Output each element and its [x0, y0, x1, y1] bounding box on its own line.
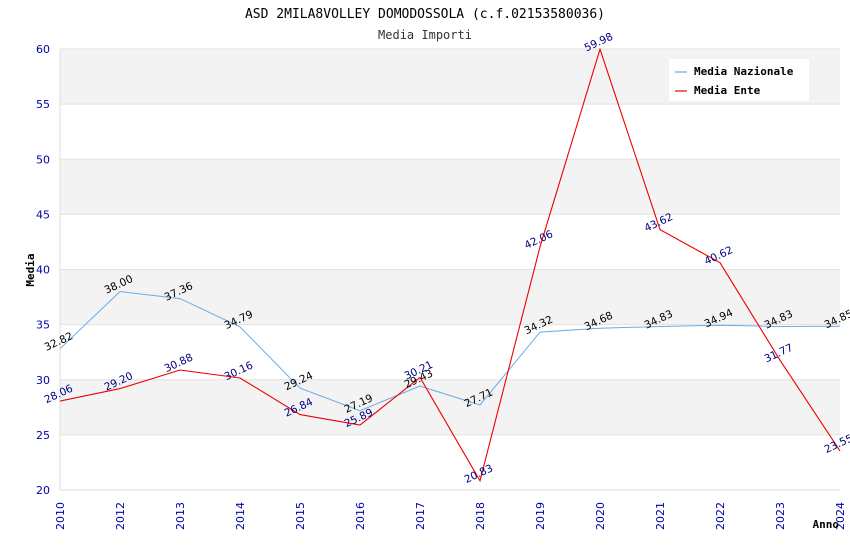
grid-bands: [59, 48, 840, 491]
grid-band: [60, 269, 840, 325]
series-lines: [59, 47, 841, 483]
y-axis-ticks: 20 25 30 35 40 45 50 55 60: [36, 43, 50, 497]
x-tick-label: 2013: [174, 502, 187, 530]
y-tick-label: 50: [36, 153, 50, 166]
y-tick-label: 30: [36, 374, 50, 387]
x-axis-label: Anno: [813, 518, 840, 531]
grid-band: [60, 159, 840, 215]
legend-label-media-ente: Media Ente: [694, 84, 761, 97]
grid-band: [60, 104, 840, 160]
series-line-media-ente: [59, 47, 841, 483]
x-tick-label: 2015: [294, 502, 307, 530]
x-tick-label: 2014: [234, 502, 247, 530]
x-tick-label: 2010: [54, 502, 67, 530]
y-tick-label: 45: [36, 208, 50, 221]
y-tick-label: 25: [36, 429, 50, 442]
x-tick-label: 2017: [414, 502, 427, 530]
x-tick-label: 2016: [354, 502, 367, 530]
x-tick-label: 2020: [594, 502, 607, 530]
x-tick-label: 2023: [774, 502, 787, 530]
x-tick-label: 2018: [474, 502, 487, 530]
y-tick-label: 40: [36, 264, 50, 277]
y-tick-label: 35: [36, 319, 50, 332]
y-tick-label: 55: [36, 98, 50, 111]
grid-band: [60, 214, 840, 270]
y-tick-label: 60: [36, 43, 50, 56]
grid-band: [60, 379, 840, 435]
grid-band: [60, 434, 840, 490]
chart-title: ASD 2MILA8VOLLEY DOMODOSSOLA (c.f.021535…: [245, 7, 605, 22]
legend-label-media-nazionale: Media Nazionale: [694, 65, 794, 78]
x-tick-label: 2021: [654, 502, 667, 530]
legend: Media Nazionale Media Ente: [669, 59, 809, 101]
x-axis-ticks: 2010 2012 2013 2014 2015 2016 2017 2018 2019 2020…: [54, 502, 847, 530]
x-tick-label: 2024: [834, 502, 847, 530]
y-tick-label: 20: [36, 484, 50, 497]
x-tick-label: 2019: [534, 502, 547, 530]
x-tick-label: 2012: [114, 502, 127, 530]
y-axis-label: Media: [24, 253, 37, 286]
chart-subtitle: Media Importi: [378, 28, 472, 42]
grid-band: [60, 324, 840, 380]
series-line-media-nazionale: [59, 290, 841, 412]
x-tick-label: 2022: [714, 502, 727, 530]
legend-box: [669, 59, 809, 101]
